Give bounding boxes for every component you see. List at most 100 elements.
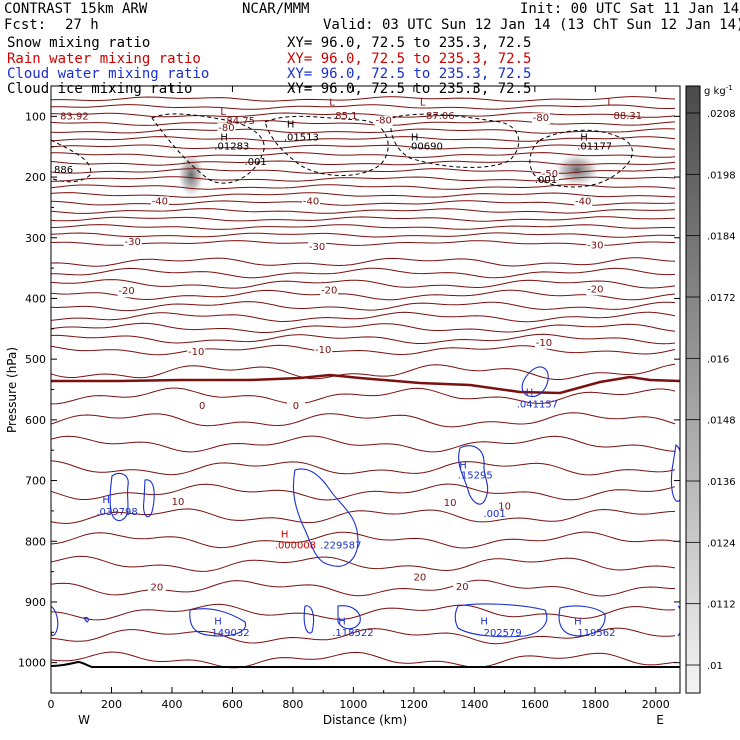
extremum-label: .00690 <box>408 142 443 153</box>
east-label: E <box>656 713 664 727</box>
extremum-label: H <box>459 460 467 471</box>
axes: 0 200 400 600 800 1000 1200 1400 1600 1800 2000100… <box>18 86 680 711</box>
plot-area: -80 -80 -80 -50 -40 -40 -40 -30 -30 -30 -20 -20 -20 -… <box>51 96 680 669</box>
temperature-contour <box>51 160 676 166</box>
temperature-contour-label: -30 <box>124 237 140 248</box>
temperature-contour <box>51 603 676 621</box>
init-time: Init: 00 UTC Sat 11 Jan 14 <box>520 1 739 17</box>
extremum-label: H <box>480 616 488 627</box>
contour-label-bg <box>374 115 393 127</box>
contour-label-bg <box>495 501 514 513</box>
temperature-contour <box>51 627 676 645</box>
y-tick-label: 900 <box>25 596 46 609</box>
contour-label-bg <box>302 196 321 208</box>
contour-label-bg <box>147 582 166 594</box>
contour-label-bg <box>534 337 553 349</box>
temperature-contour <box>51 333 676 345</box>
colorbar-tick-label: .01 <box>707 661 723 672</box>
colorbar-tick-label: .016 <box>707 354 729 365</box>
colorbar-tick-label: .0172 <box>707 293 736 304</box>
contour-label-bg <box>531 113 550 125</box>
cloud-ice-contours <box>51 113 633 188</box>
temperature-contour <box>51 651 676 669</box>
contour-label-bg <box>586 240 605 252</box>
temperature-contour-label: -40 <box>303 196 319 207</box>
cloud-ice-contour <box>264 115 389 176</box>
temperature-contour <box>51 435 676 453</box>
field-xy-snow: XY= 96.0, 72.5 to 235.3, 72.5 <box>287 35 531 51</box>
extremum-label: .001 <box>483 509 505 520</box>
extremum-label: .01177 <box>577 142 612 153</box>
colorbar-ramp <box>685 85 701 694</box>
y-tick-label: 700 <box>25 475 46 488</box>
temperature-contour <box>51 144 676 150</box>
x-axis-title: Distance (km) <box>323 713 407 727</box>
extremum-label: H <box>338 616 346 627</box>
cloud-water-contour <box>83 616 89 623</box>
field-xy-cloud-ice: XY= 96.0, 72.5 to 235.3, 72.5 <box>287 81 531 97</box>
temperature-contour <box>51 216 676 222</box>
temperature-contour <box>51 128 676 134</box>
temperature-contour <box>51 267 676 279</box>
x-tick-label: 400 <box>161 698 182 711</box>
extremum-label: H <box>574 616 582 627</box>
temperature-contour-label: -80 <box>533 113 549 124</box>
temperature-contour <box>51 412 676 428</box>
colorbar-tick-label: .0136 <box>707 477 736 488</box>
extremum-label: .15295 <box>458 471 493 482</box>
temperature-contour <box>51 232 676 238</box>
y-tick-label: 100 <box>25 110 46 123</box>
colorbar-tick-label: .0184 <box>707 232 736 243</box>
snow-max-blob <box>178 153 204 197</box>
cloud-water-contour <box>521 366 549 398</box>
y-axis-title: Pressure (hPa) <box>5 347 19 433</box>
extremum-label: H <box>287 119 295 130</box>
extremum-label: H <box>102 495 110 506</box>
contour-label-layer: -80 -80 -80 -50 -40 -40 -40 -30 -30 -30 -20 -20 -20 -… <box>54 97 642 639</box>
temperature-contour <box>51 508 676 524</box>
x-tick-label: 1000 <box>339 698 367 711</box>
colorbar-tick-label: .0198 <box>707 170 736 181</box>
temperature-contour-label: -80 <box>375 116 391 127</box>
temperature-contour-label: 20 <box>150 582 163 593</box>
temperature-contour-label: -20 <box>587 284 603 295</box>
temperature-contour-label: 20 <box>456 582 469 593</box>
x-tick-label: 800 <box>282 698 303 711</box>
cloud-water-contour <box>454 603 548 638</box>
field-name-cloud-water: Cloud water mixing ratio <box>7 66 209 82</box>
extremum-label: 88.31 <box>613 111 642 122</box>
temperature-contour <box>51 579 676 597</box>
extremum-label: 84.75 <box>226 116 255 127</box>
extremum-label: L <box>220 107 226 118</box>
forecast-hour: 27 h <box>65 17 99 33</box>
contour-label-bg <box>410 572 429 584</box>
field-name-rain: Rain water mixing ratio <box>7 51 201 67</box>
temperature-contour <box>51 96 676 102</box>
field-name-cloud-ice: Cloud ice mixing ratio <box>7 81 192 97</box>
extremum-label: H <box>526 388 534 399</box>
contour-label-bg <box>308 241 327 253</box>
temperature-contour <box>51 555 676 572</box>
extremum-label: .041157 <box>517 400 558 411</box>
y-tick-label: 600 <box>25 414 46 427</box>
extremum-label: 886 <box>54 165 73 176</box>
temperature-contour-label: -80 <box>218 123 234 134</box>
x-tick-label: 600 <box>222 698 243 711</box>
temperature-contour <box>51 208 676 214</box>
temperature-contour <box>51 387 676 405</box>
organization: NCAR/MMM <box>242 1 309 17</box>
temperature-contour-label: -10 <box>188 347 204 358</box>
temperature-contour-label: -30 <box>587 241 603 252</box>
temperature-contour-label: 0 <box>293 401 299 412</box>
cloud-water-contour <box>677 605 680 637</box>
temperature-contour-label: -20 <box>118 286 134 297</box>
contour-label-bg <box>217 122 236 134</box>
forecast-label: Fcst: <box>4 17 46 33</box>
y-tick-label: 300 <box>25 232 46 245</box>
colorbar-tick-label: .0124 <box>707 538 736 549</box>
cloud-water-contour <box>458 445 489 505</box>
temperature-contour-label: 20 <box>414 573 427 584</box>
contour-label-bg <box>169 496 188 508</box>
extremum-label: .118522 <box>332 628 373 639</box>
colorbar-tick-label: .0148 <box>707 416 736 427</box>
